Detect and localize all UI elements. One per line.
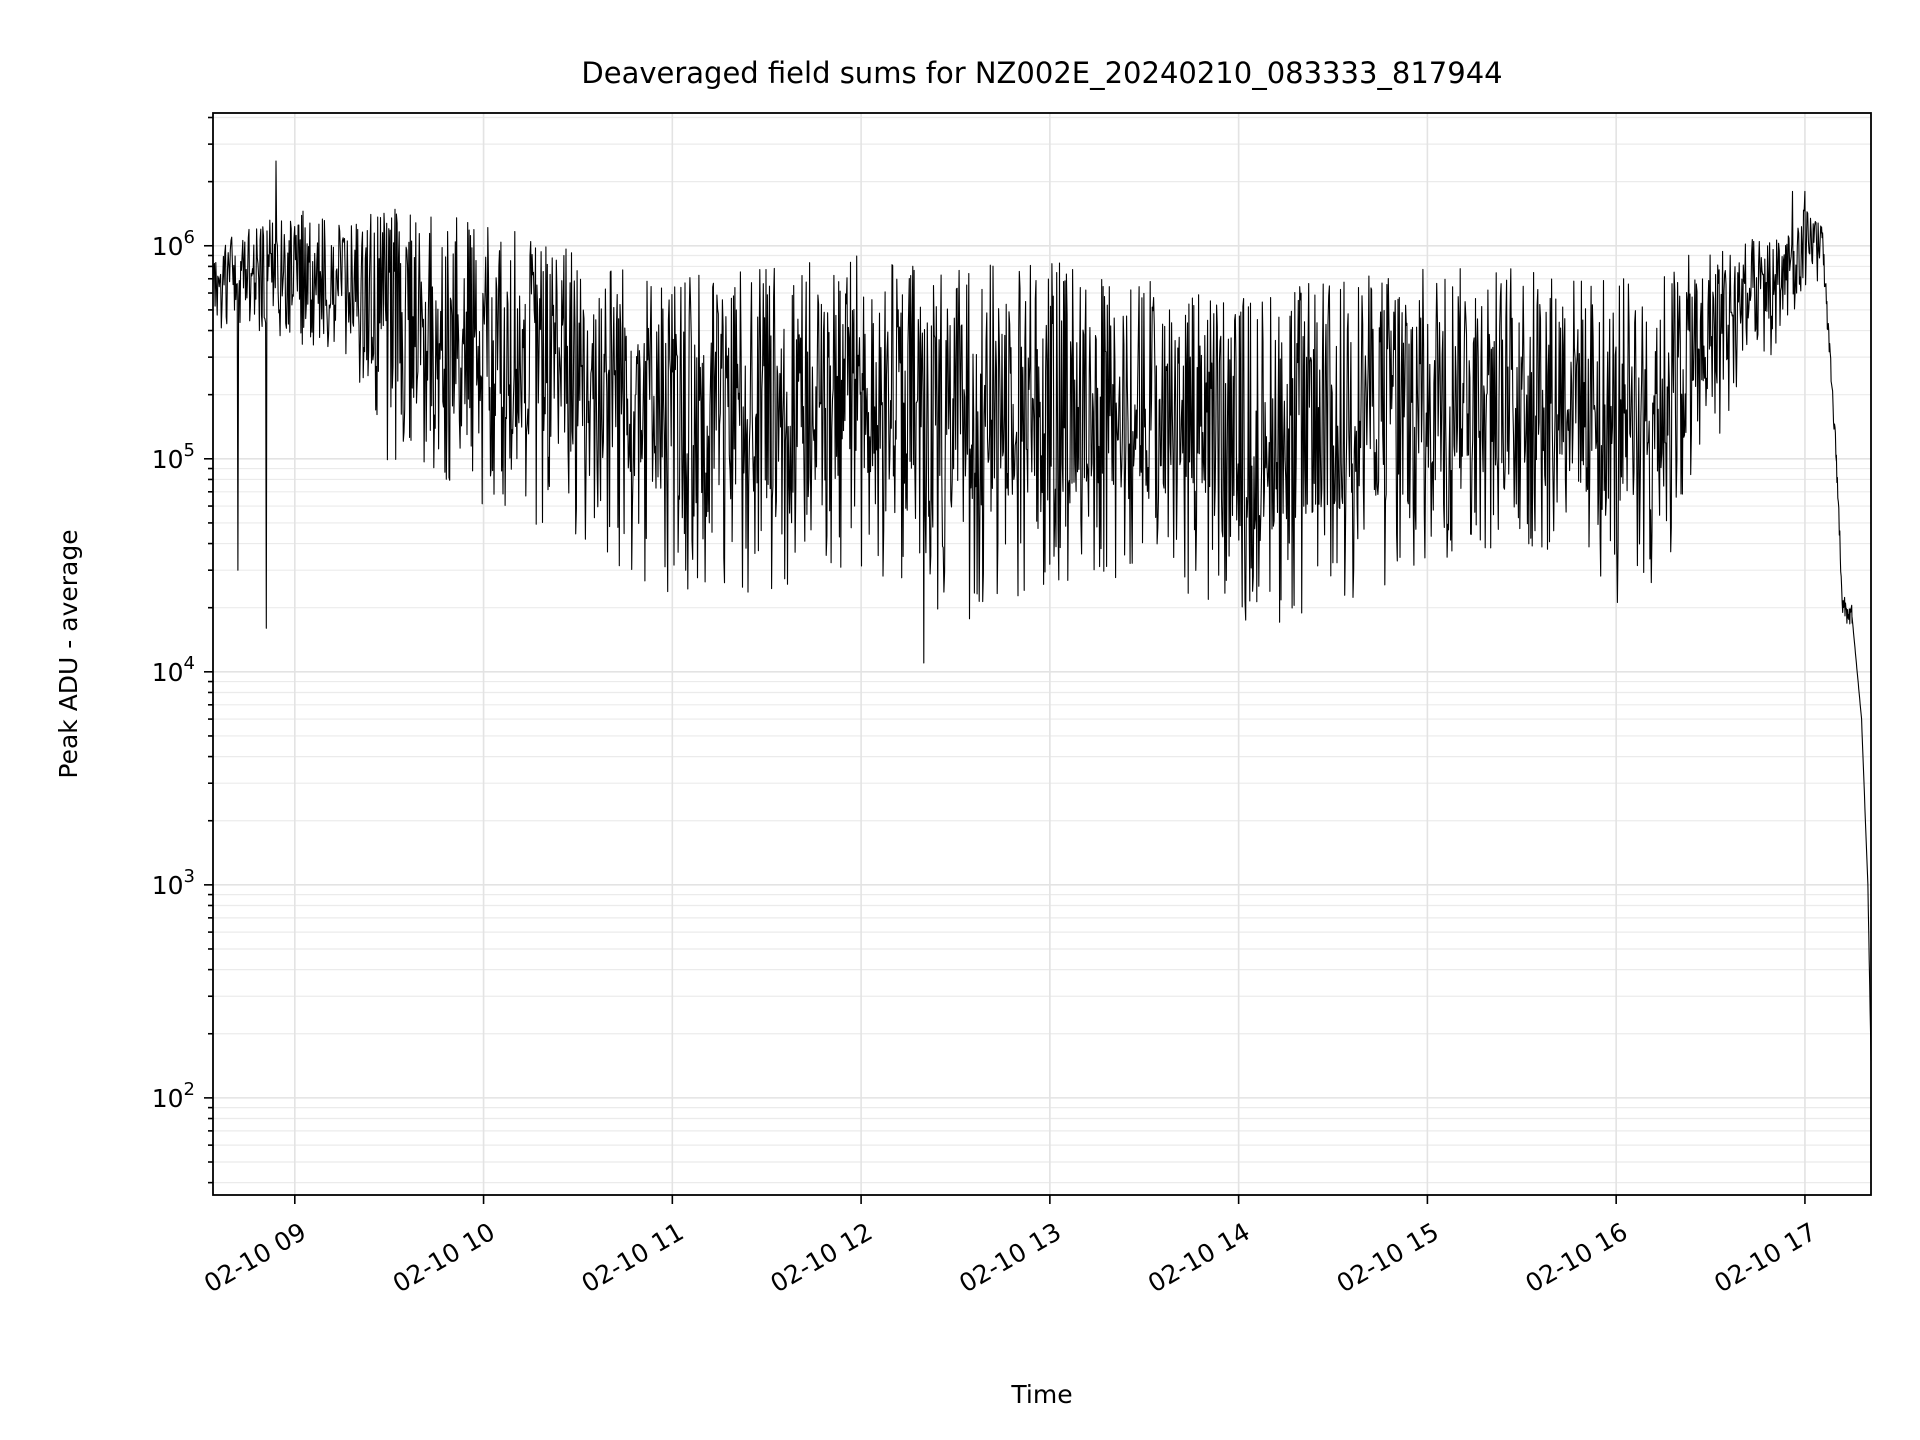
plot-frame <box>212 112 1872 1196</box>
y-tick-label: 103 <box>152 866 195 900</box>
series-line <box>212 160 1872 1061</box>
y-tick-label: 104 <box>152 653 195 687</box>
y-tick-label: 106 <box>152 227 195 261</box>
y-axis: 102 103 104 105 106 <box>152 116 213 1184</box>
y-tick-label: 105 <box>152 440 195 474</box>
y-axis-label: Peak ADU - average <box>54 529 83 778</box>
x-axis-label: Time <box>1010 1380 1072 1409</box>
chart-title: Deaveraged field sums for NZ002E_2024021… <box>581 56 1502 90</box>
y-tick-label: 102 <box>152 1079 195 1113</box>
grid <box>213 113 1871 1195</box>
